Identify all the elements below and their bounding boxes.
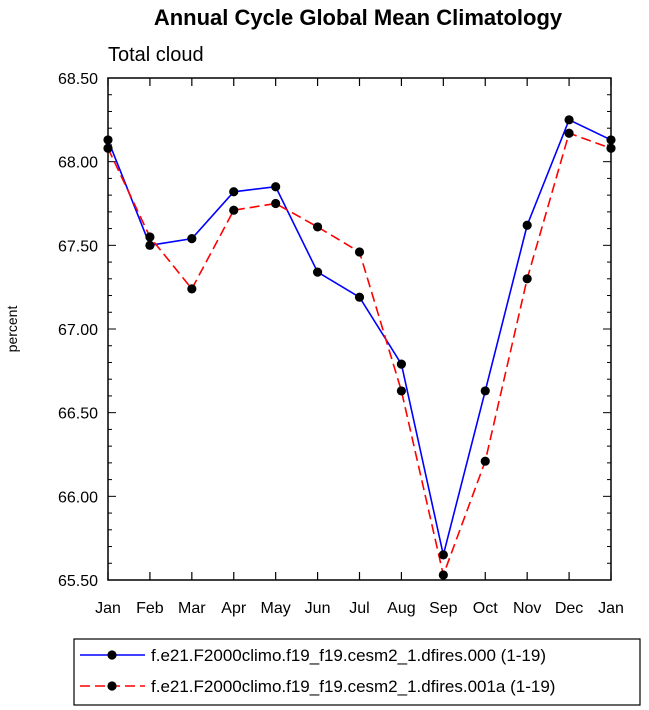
data-point — [480, 456, 490, 466]
y-tick-label: 68.50 — [58, 71, 98, 88]
data-point — [145, 232, 155, 242]
data-point — [438, 570, 448, 580]
data-point — [396, 359, 407, 369]
data-point — [103, 143, 113, 153]
data-point — [564, 115, 574, 125]
legend-marker — [107, 681, 117, 691]
x-tick-label: Dec — [555, 600, 583, 617]
y-tick-label: 66.50 — [58, 406, 98, 423]
data-point — [271, 198, 281, 209]
data-point — [187, 234, 197, 244]
data-point — [396, 386, 407, 396]
chart-title: Annual Cycle Global Mean Climatology — [154, 5, 563, 30]
data-point — [354, 247, 365, 257]
x-tick-label: Sep — [429, 600, 458, 617]
x-tick-label: May — [261, 600, 291, 617]
y-tick-label: 68.00 — [58, 155, 98, 172]
x-tick-label: Jun — [305, 600, 331, 617]
data-point — [229, 187, 239, 197]
data-point — [229, 205, 239, 215]
x-tick-label: Feb — [136, 600, 164, 617]
data-point — [187, 284, 197, 294]
y-tick-label: 66.00 — [58, 489, 98, 506]
y-tick-labels: 65.50 66.00 66.50 67.00 67.50 68.00 68.50 — [58, 71, 98, 590]
plot-frame — [107, 77, 612, 581]
x-tick-label: Aug — [387, 600, 415, 617]
data-point — [312, 222, 323, 232]
series-line — [107, 118, 612, 556]
x-tick-label: Jul — [349, 600, 369, 617]
x-tick-label: Mar — [178, 600, 206, 617]
x-tick-label: Jan — [95, 600, 121, 617]
data-point — [438, 550, 448, 560]
data-point — [522, 274, 532, 284]
series-lines — [107, 118, 612, 578]
data-point — [606, 135, 616, 145]
data-point — [312, 267, 323, 277]
data-point — [522, 220, 532, 230]
legend: f.e21.F2000climo.f19_f19.cesm2_1.dfires.… — [80, 646, 555, 696]
axis-ticks — [107, 77, 612, 581]
x-tick-label: Oct — [473, 600, 498, 617]
y-tick-label: 65.50 — [58, 573, 98, 590]
chart-subtitle: Total cloud — [108, 44, 204, 66]
data-point — [103, 135, 113, 145]
data-point — [480, 386, 490, 396]
legend-box — [73, 638, 641, 706]
data-point — [564, 128, 574, 138]
data-point — [271, 182, 281, 192]
legend-label: f.e21.F2000climo.f19_f19.cesm2_1.dfires.… — [151, 646, 546, 665]
x-tick-labels: Jan Feb Mar Apr May Jun Jul Aug Sep Oct Nov Dec Jan — [95, 600, 624, 617]
series-line — [107, 132, 612, 578]
data-point — [354, 292, 365, 302]
legend-label: f.e21.F2000climo.f19_f19.cesm2_1.dfires.… — [151, 677, 555, 696]
y-tick-label: 67.00 — [58, 322, 98, 339]
data-point — [145, 240, 155, 250]
legend-marker — [107, 650, 117, 660]
x-tick-label: Jan — [598, 600, 624, 617]
y-tick-label: 67.50 — [58, 238, 98, 255]
series-points — [103, 115, 616, 580]
x-tick-label: Apr — [221, 600, 247, 617]
y-axis-label: percent — [4, 306, 20, 353]
x-tick-label: Nov — [513, 600, 541, 617]
data-point — [606, 143, 616, 153]
